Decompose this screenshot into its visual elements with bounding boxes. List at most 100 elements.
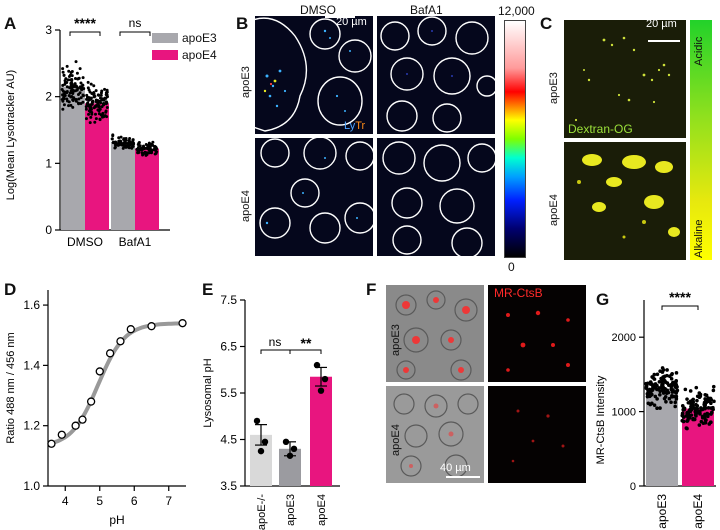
data-point (98, 107, 102, 111)
panel-d-chart: 1.0 1.2 1.4 1.6 4 5 6 7 Ratio 488 nm / 456 nm p… (5, 290, 187, 527)
data-point (75, 71, 79, 75)
data-point (90, 112, 94, 116)
data-point (76, 93, 80, 97)
data-point (663, 394, 668, 399)
y-axis-label: Lysosomal pH (202, 358, 214, 427)
data-point (74, 60, 78, 64)
x-tick-label: DMSO (67, 235, 103, 249)
panel-c-letter: C (540, 14, 553, 33)
data-point (711, 384, 716, 389)
y-tick-label: 0 (630, 481, 636, 493)
scale-bar (648, 40, 680, 42)
data-point (61, 67, 65, 71)
data-point (79, 81, 83, 85)
data-point (692, 417, 697, 422)
y-axis-label: Log(Mean Lysotracker AU) (5, 70, 17, 200)
significance-bracket (289, 349, 322, 354)
data-point (685, 419, 690, 423)
data-point (690, 403, 695, 408)
data-point (695, 403, 700, 408)
data-point (704, 418, 708, 422)
data-point (105, 90, 109, 94)
data-point (660, 366, 665, 370)
scale-bar (446, 476, 480, 478)
data-point (75, 88, 79, 92)
micrograph-b-apoe3-bafa1 (377, 16, 495, 134)
data-point (105, 105, 109, 109)
data-point (290, 445, 298, 452)
row-label-apoe4: apoE4 (548, 194, 560, 226)
data-point (111, 134, 115, 138)
data-point (105, 349, 115, 358)
colorbar-min-label: 0 (508, 260, 515, 274)
legend-label-apoe3: apoE3 (182, 31, 217, 45)
data-point (61, 70, 65, 74)
y-tick-label: 6.5 (220, 340, 237, 354)
data-point (93, 120, 97, 124)
data-point (61, 83, 65, 87)
data-point (709, 410, 714, 415)
data-point (143, 150, 147, 154)
x-tick-label: 5 (96, 494, 103, 508)
panel-d-letter: D (4, 280, 17, 299)
significance-label: ** (301, 335, 312, 351)
x-tick-label: apoE4 (691, 494, 705, 529)
data-point (86, 397, 96, 406)
data-point (61, 107, 65, 111)
data-point (87, 104, 91, 108)
data-point (313, 361, 321, 369)
significance-bracket (69, 31, 101, 36)
data-point (261, 438, 269, 446)
data-point (694, 410, 698, 414)
data-point (702, 405, 707, 410)
data-point (137, 147, 141, 151)
y-tick-label: 4.5 (220, 433, 237, 447)
data-point (97, 105, 101, 109)
data-point (131, 141, 135, 145)
data-point (656, 387, 661, 392)
data-point (110, 137, 114, 141)
data-point (121, 143, 125, 147)
data-point (47, 439, 56, 448)
micrograph-c-apoe4 (564, 142, 686, 260)
data-point (67, 69, 71, 73)
data-point (125, 145, 129, 149)
data-point (116, 337, 125, 346)
data-point (88, 107, 92, 111)
data-point (127, 139, 131, 143)
data-point (98, 96, 102, 100)
data-point (88, 121, 92, 125)
y-tick-label: 1000 (612, 407, 636, 419)
data-point (113, 146, 117, 150)
y-axis-label: MR-CtsB Intensity (595, 375, 607, 464)
data-point (141, 151, 145, 155)
data-point (286, 452, 294, 459)
data-point (92, 106, 96, 110)
bar-apoe4-bafa1 (135, 148, 159, 230)
data-point (149, 150, 153, 154)
data-point (131, 144, 135, 148)
micrograph-f-apoe3-ctsb (488, 285, 586, 382)
data-point (671, 388, 675, 392)
data-point (153, 152, 157, 156)
data-point (87, 112, 91, 116)
data-point (73, 76, 77, 80)
data-point (653, 394, 658, 399)
data-point (647, 387, 652, 392)
data-point (661, 385, 665, 389)
data-point (665, 368, 669, 372)
y-tick-label: 1 (45, 156, 52, 170)
micrograph-f-apoe4-brightfield (386, 386, 484, 483)
y-tick-label: 1.6 (23, 298, 40, 312)
data-point (648, 380, 653, 384)
data-point (65, 85, 69, 89)
data-point (700, 415, 705, 420)
data-point (62, 103, 66, 107)
data-point (97, 112, 101, 116)
data-point (658, 369, 662, 373)
data-point (84, 117, 88, 121)
data-point (147, 151, 151, 155)
data-point (104, 109, 108, 113)
bar-apoe3-bafa1 (111, 142, 135, 230)
acidity-scale (690, 20, 712, 260)
